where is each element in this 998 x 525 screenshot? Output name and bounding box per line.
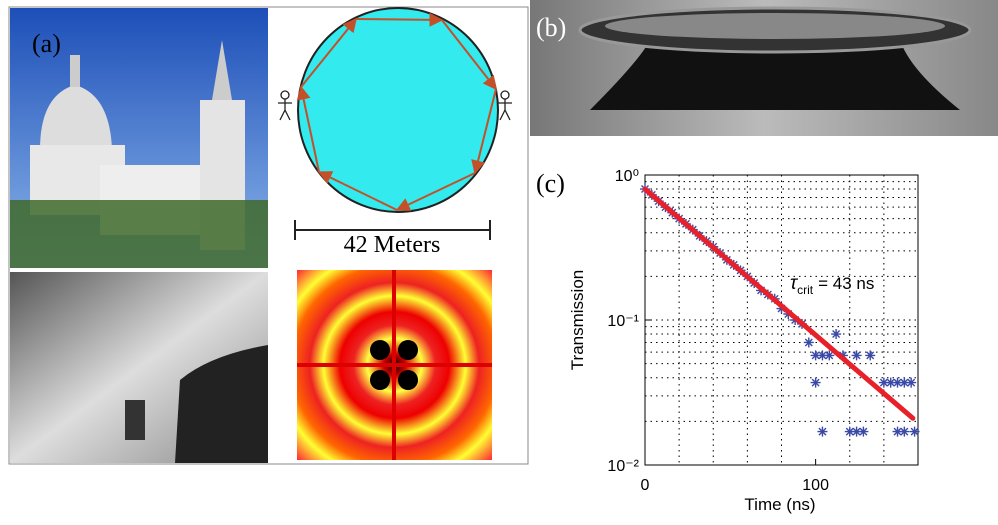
scale-label: 42 Meters	[344, 232, 441, 258]
whispering-gallery-diagram: 42 Meters	[278, 8, 512, 258]
y-axis-label: Transmission	[568, 270, 587, 370]
y-tick-label: 10⁻¹	[607, 313, 639, 330]
data-point	[899, 427, 909, 437]
y-tick-label: 10⁻²	[607, 458, 639, 475]
x-tick-label: 0	[641, 477, 650, 494]
x-tick-label: 100	[802, 477, 829, 494]
page: 42 Meters (a) (b) (c) Time (ns) Transmis…	[0, 0, 998, 525]
microtoroid-image	[530, 0, 998, 136]
panel-label: (c)	[536, 169, 565, 198]
panel-label: (b)	[536, 13, 566, 42]
data-point	[811, 378, 821, 388]
data-point	[858, 427, 868, 437]
y-tick-label: 10⁰	[615, 168, 639, 185]
data-point	[817, 427, 827, 437]
gallery-photo	[10, 272, 268, 463]
data-point	[804, 337, 814, 347]
data-point	[852, 350, 862, 360]
data-point	[865, 350, 875, 360]
data-point	[831, 329, 841, 339]
annotation-text: = 43 ns	[818, 274, 874, 293]
panel-label: (a)	[32, 29, 61, 58]
annotation-subscript: crit	[797, 283, 814, 297]
x-axis-label: Time (ns)	[744, 495, 815, 514]
data-point	[910, 427, 920, 437]
mode-pattern	[297, 270, 492, 460]
figure: 42 Meters (a) (b) (c) Time (ns) Transmis…	[0, 0, 998, 525]
data-point	[906, 378, 916, 388]
